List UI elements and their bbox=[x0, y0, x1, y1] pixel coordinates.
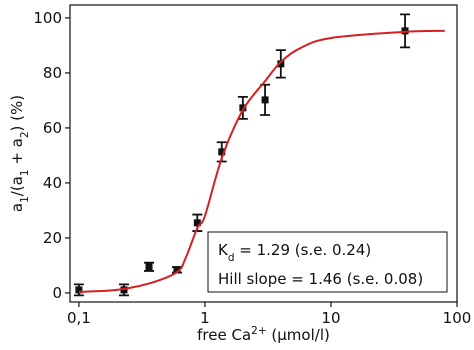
data-point bbox=[145, 263, 153, 271]
y-tick-label: 60 bbox=[43, 119, 62, 137]
y-tick-label: 20 bbox=[43, 229, 62, 247]
data-point bbox=[239, 104, 247, 112]
annotation: Kd = 1.29 (s.e. 0.24) bbox=[218, 241, 371, 264]
y-axis-label-part: ) (%) bbox=[8, 95, 26, 132]
x-axis-label-part: 2+ bbox=[251, 325, 266, 337]
annotation-part: K bbox=[218, 241, 229, 259]
y-axis-label: a1/(a1 + a2) (%) bbox=[8, 95, 31, 212]
annotation-part: = 1.29 (s.e. 0.24) bbox=[235, 241, 372, 259]
x-axis-label-part: (µmol/l) bbox=[267, 326, 330, 344]
fit-curve bbox=[78, 29, 445, 293]
y-tick-label: 40 bbox=[43, 174, 62, 192]
x-axis-label: free Ca2+ (µmol/l) bbox=[197, 325, 330, 344]
y-axis-label-part: 1 bbox=[19, 196, 31, 203]
annotation-box bbox=[207, 231, 448, 293]
x-tick-label: 1 bbox=[200, 309, 210, 327]
y-axis-label-part: a bbox=[8, 203, 26, 212]
x-tick-label: 0,1 bbox=[67, 309, 91, 327]
x-tick-label: 10 bbox=[321, 309, 340, 327]
x-tick-label: 100 bbox=[443, 309, 472, 327]
y-axis-label-part: /(a bbox=[8, 176, 26, 196]
annotation: Hill slope = 1.46 (s.e. 0.08) bbox=[218, 270, 423, 288]
y-tick-label: 80 bbox=[43, 64, 62, 82]
data-point bbox=[173, 266, 181, 274]
annotation-part: d bbox=[228, 252, 235, 264]
y-tick-label: 100 bbox=[33, 9, 62, 27]
annotation-part: Hill slope = 1.46 (s.e. 0.08) bbox=[218, 270, 423, 288]
plot-frame bbox=[69, 4, 458, 303]
y-axis-label-part: + a bbox=[8, 138, 26, 169]
x-axis-label-part: free Ca bbox=[197, 326, 251, 344]
data-point bbox=[75, 286, 83, 294]
y-tick-label: 0 bbox=[52, 284, 62, 302]
data-point bbox=[261, 96, 269, 104]
y-axis-label-part: 1 bbox=[19, 169, 31, 176]
data-point bbox=[193, 219, 201, 227]
data-point bbox=[218, 148, 226, 156]
y-axis-label-part: 2 bbox=[19, 131, 31, 138]
data-point bbox=[277, 60, 285, 68]
